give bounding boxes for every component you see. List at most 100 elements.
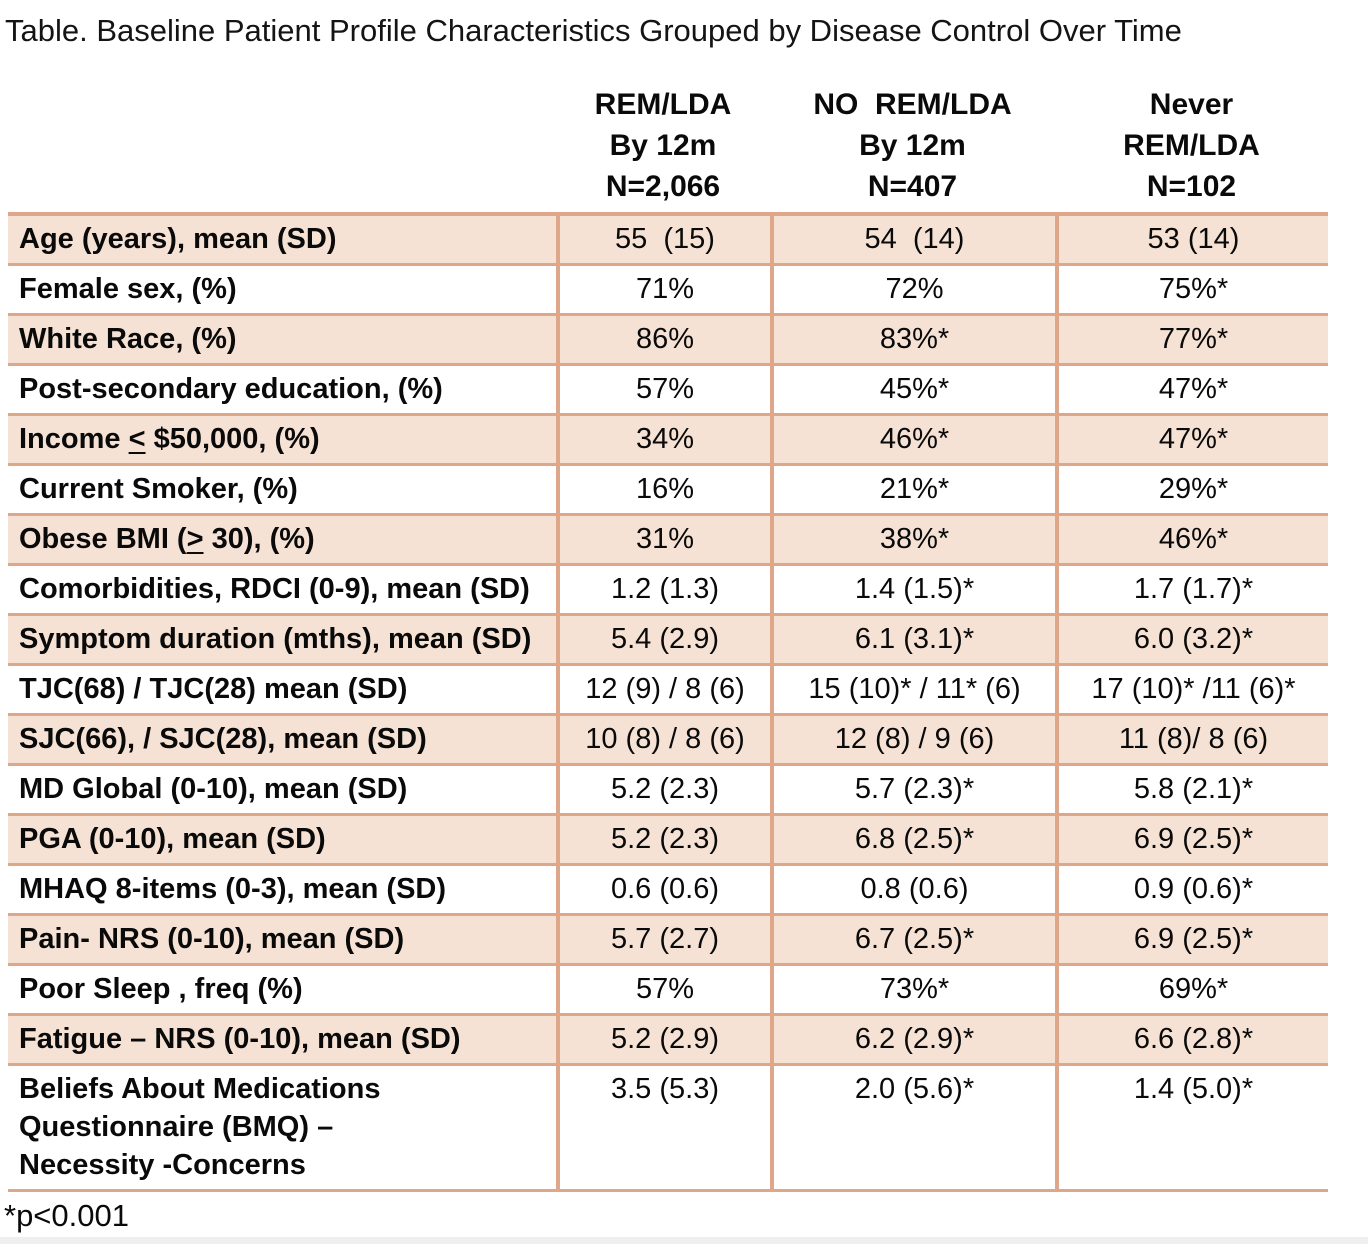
cell-value: 34% <box>556 416 770 463</box>
footnote: *p<0.001 <box>4 1198 129 1233</box>
label-text: Current Smoker, (%) <box>19 473 298 505</box>
cell-value: 6.9 (2.5)* <box>1055 916 1328 963</box>
table-row: Age (years), mean (SD) 55 (15) 54 (14) 53 (… <box>8 212 1328 263</box>
cell-value: 47%* <box>1055 416 1328 463</box>
table-row: Post-secondary education, (%) 57% 45%* 47%* <box>8 363 1328 413</box>
row-label: Fatigue – NRS (0-10), mean (SD) <box>8 1016 556 1063</box>
row-label: Female sex, (%) <box>8 266 556 313</box>
cell-value: 2.0 (5.6)* <box>770 1066 1055 1189</box>
cell-value: 6.9 (2.5)* <box>1055 816 1328 863</box>
row-label: Comorbidities, RDCI (0-9), mean (SD) <box>8 566 556 613</box>
cell-value: 1.2 (1.3) <box>556 566 770 613</box>
table-header-row: REM/LDA By 12m N=2,066 NO REM/LDA By 12m… <box>8 84 1328 207</box>
row-label: Age (years), mean (SD) <box>8 216 556 263</box>
cell-value: 5.2 (2.9) <box>556 1016 770 1063</box>
table-row: Symptom duration (mths), mean (SD) 5.4 (2… <box>8 613 1328 663</box>
label-text: Poor Sleep , freq (%) <box>19 973 303 1005</box>
cell-value: 47%* <box>1055 366 1328 413</box>
cell-value: 1.7 (1.7)* <box>1055 566 1328 613</box>
cell-value: 6.6 (2.8)* <box>1055 1016 1328 1063</box>
table-row: Current Smoker, (%) 16% 21%* 29%* <box>8 463 1328 513</box>
row-label: Poor Sleep , freq (%) <box>8 966 556 1013</box>
label-text: Income <box>19 423 129 455</box>
cell-value: 11 (8)/ 8 (6) <box>1055 716 1328 763</box>
row-label: Beliefs About Medications Questionnaire … <box>8 1066 556 1189</box>
cell-value: 57% <box>556 366 770 413</box>
table-row: PGA (0-10), mean (SD) 5.2 (2.3) 6.8 (2.5)*… <box>8 813 1328 863</box>
cell-value: 73%* <box>770 966 1055 1013</box>
table-row: Beliefs About Medications Questionnaire … <box>8 1063 1328 1189</box>
cell-value: 3.5 (5.3) <box>556 1066 770 1189</box>
cell-value: 57% <box>556 966 770 1013</box>
row-label: MD Global (0-10), mean (SD) <box>8 766 556 813</box>
cell-value: 45%* <box>770 366 1055 413</box>
row-label: TJC(68) / TJC(28) mean (SD) <box>8 666 556 713</box>
cell-value: 6.8 (2.5)* <box>770 816 1055 863</box>
column-header-rem-lda: REM/LDA By 12m N=2,066 <box>594 88 732 203</box>
label-text: Obese BMI ( <box>19 523 187 555</box>
cell-value: 6.1 (3.1)* <box>770 616 1055 663</box>
cell-value: 5.7 (2.3)* <box>770 766 1055 813</box>
cell-value: 55 (15) <box>556 216 770 263</box>
cell-value: 10 (8) / 8 (6) <box>556 716 770 763</box>
row-label: SJC(66), / SJC(28), mean (SD) <box>8 716 556 763</box>
row-label: Pain- NRS (0-10), mean (SD) <box>8 916 556 963</box>
label-text: Post-secondary education, (%) <box>19 373 443 405</box>
table-row: MHAQ 8-items (0-3), mean (SD) 0.6 (0.6) 0.… <box>8 863 1328 913</box>
row-label: PGA (0-10), mean (SD) <box>8 816 556 863</box>
cell-value: 75%* <box>1055 266 1328 313</box>
cell-value: 5.7 (2.7) <box>556 916 770 963</box>
table-row: Poor Sleep , freq (%) 57% 73%* 69%* <box>8 963 1328 1013</box>
cell-value: 77%* <box>1055 316 1328 363</box>
cell-value: 0.6 (0.6) <box>556 866 770 913</box>
label-text: TJC(68) / TJC(28) mean (SD) <box>19 673 408 705</box>
cell-value: 72% <box>770 266 1055 313</box>
table-caption: Table. Baseline Patient Profile Characte… <box>5 13 1182 48</box>
row-label: Obese BMI (> 30), (%) <box>8 516 556 563</box>
cell-value: 5.2 (2.3) <box>556 766 770 813</box>
cell-value: 21%* <box>770 466 1055 513</box>
cell-value: 12 (8) / 9 (6) <box>770 716 1055 763</box>
label-text: Beliefs About Medications Questionnaire … <box>19 1073 381 1181</box>
row-label: Income < $50,000, (%) <box>8 416 556 463</box>
cell-value: 17 (10)* /11 (6)* <box>1055 666 1328 713</box>
cell-value: 29%* <box>1055 466 1328 513</box>
row-label: Current Smoker, (%) <box>8 466 556 513</box>
row-label: Symptom duration (mths), mean (SD) <box>8 616 556 663</box>
cell-value: 5.8 (2.1)* <box>1055 766 1328 813</box>
label-text: Fatigue – NRS (0-10), mean (SD) <box>19 1023 461 1055</box>
table-row: Pain- NRS (0-10), mean (SD) 5.7 (2.7) 6.7 … <box>8 913 1328 963</box>
row-label: Post-secondary education, (%) <box>8 366 556 413</box>
cell-value: 5.2 (2.3) <box>556 816 770 863</box>
cell-value: 0.8 (0.6) <box>770 866 1055 913</box>
cell-value: 53 (14) <box>1055 216 1328 263</box>
cell-value: 6.2 (2.9)* <box>770 1016 1055 1063</box>
cell-value: 86% <box>556 316 770 363</box>
table-row: Fatigue – NRS (0-10), mean (SD) 5.2 (2.9)… <box>8 1013 1328 1063</box>
cell-value: 6.0 (3.2)* <box>1055 616 1328 663</box>
cell-value: 5.4 (2.9) <box>556 616 770 663</box>
label-text: MHAQ 8-items (0-3), mean (SD) <box>19 873 447 905</box>
label-text: MD Global (0-10), mean (SD) <box>19 773 408 805</box>
header-spacer <box>8 84 556 207</box>
label-text: SJC(66), / SJC(28), mean (SD) <box>19 723 427 755</box>
underlined-symbol: < <box>128 423 146 455</box>
label-text: Pain- NRS (0-10), mean (SD) <box>19 923 405 955</box>
table-row: Female sex, (%) 71% 72% 75%* <box>8 263 1328 313</box>
label-text: White Race, (%) <box>19 323 237 355</box>
cell-value: 1.4 (1.5)* <box>770 566 1055 613</box>
cell-value: 54 (14) <box>770 216 1055 263</box>
column-header-never-rem-lda: Never REM/LDA N=102 <box>1123 88 1260 203</box>
row-label: White Race, (%) <box>8 316 556 363</box>
label-text: Symptom duration (mths), mean (SD) <box>19 623 532 655</box>
cell-value: 0.9 (0.6)* <box>1055 866 1328 913</box>
label-text: 30), (%) <box>203 523 315 555</box>
table-row: White Race, (%) 86% 83%* 77%* <box>8 313 1328 363</box>
table-row: SJC(66), / SJC(28), mean (SD) 10 (8) / 8 … <box>8 713 1328 763</box>
cell-value: 69%* <box>1055 966 1328 1013</box>
label-text: $50,000, (%) <box>145 423 320 455</box>
label-text: Female sex, (%) <box>19 273 237 305</box>
column-header-no-rem-lda: NO REM/LDA By 12m N=407 <box>813 88 1012 203</box>
cell-value: 15 (10)* / 11* (6) <box>770 666 1055 713</box>
